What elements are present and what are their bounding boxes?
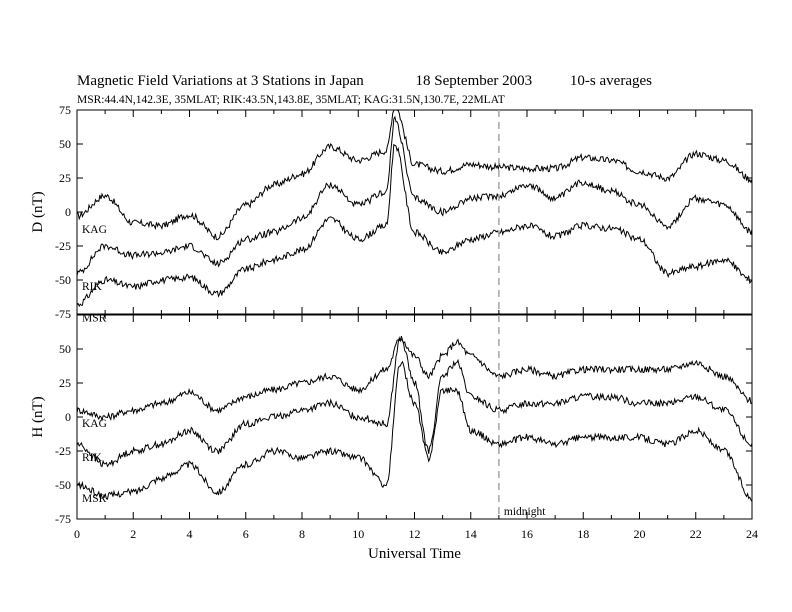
y-tick-label: -25 — [55, 444, 71, 458]
series-line-msr — [76, 360, 753, 502]
x-tick-label: 14 — [465, 527, 477, 541]
x-tick-label: 24 — [746, 527, 758, 541]
y-axis-label: D (nT) — [30, 191, 46, 232]
y-tick-label: 25 — [59, 171, 71, 185]
y-tick-label: 75 — [59, 103, 71, 117]
x-axis-label: Universal Time — [368, 546, 461, 562]
x-tick-label: 10 — [352, 527, 364, 541]
y-tick-label: -25 — [55, 239, 71, 253]
y-tick-label: 50 — [59, 342, 71, 356]
y-tick-label: -75 — [55, 307, 71, 321]
x-tick-label: 16 — [521, 527, 533, 541]
y-tick-label: -75 — [55, 512, 71, 526]
title-text: Magnetic Field Variations at 3 Stations … — [77, 73, 364, 89]
x-tick-label: 4 — [187, 527, 193, 541]
series-line-msr — [76, 143, 753, 308]
y-tick-label: -50 — [55, 478, 71, 492]
title-date: 18 September 2003 — [415, 73, 533, 89]
y-tick-label: 0 — [65, 410, 71, 424]
chart-subtitle: MSR:44.4N,142.3E, 35MLAT; RIK:43.5N,143.… — [77, 94, 505, 106]
series-label-rik: RIK — [82, 452, 103, 464]
y-tick-label: -50 — [55, 273, 71, 287]
series-line-rik — [76, 335, 753, 468]
x-tick-label: 18 — [577, 527, 589, 541]
series-label-kag: KAG — [82, 418, 107, 430]
y-tick-label: 25 — [59, 376, 71, 390]
y-tick-label: 50 — [59, 137, 71, 151]
x-tick-label: 22 — [690, 527, 702, 541]
y-axis-label: H (nT) — [30, 396, 46, 437]
panel-frame — [76, 314, 753, 520]
series-line-kag — [76, 338, 753, 422]
series-line-rik — [76, 115, 753, 276]
x-tick-label: 12 — [409, 527, 421, 541]
x-tick-label: 2 — [130, 527, 136, 541]
x-tick-label: 0 — [74, 527, 80, 541]
series-label-kag: KAG — [82, 224, 107, 236]
y-tick-label: 0 — [65, 205, 71, 219]
x-tick-label: 8 — [299, 527, 305, 541]
chart-title: Magnetic Field Variations at 3 Stations … — [77, 73, 652, 90]
series-label-msr: MSR — [82, 493, 107, 505]
x-tick-label: 6 — [243, 527, 249, 541]
x-tick-label: 20 — [634, 527, 646, 541]
annotation-midnight: midnight — [504, 506, 546, 518]
series-line-kag — [76, 109, 753, 241]
series-label-msr: MSR — [82, 312, 107, 324]
panel-frame — [76, 109, 753, 315]
title-averaging: 10-s averages — [569, 73, 652, 89]
